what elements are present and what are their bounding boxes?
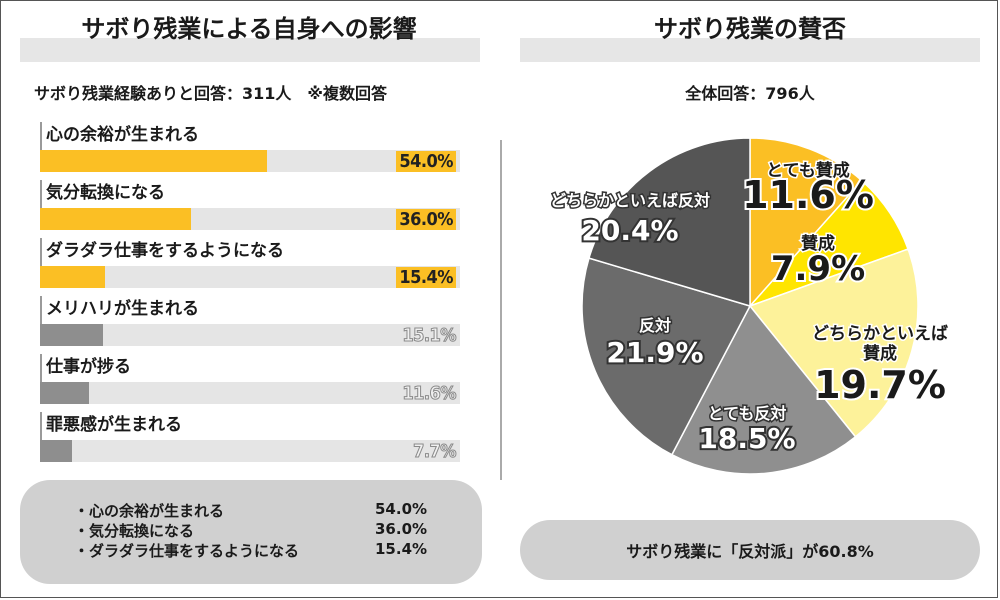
- bar: [40, 266, 105, 288]
- bar: [40, 150, 267, 172]
- bar-row-marker: [40, 180, 42, 230]
- pie-value-label: 18.5%: [698, 422, 795, 455]
- pie-value-label: 11.6%: [742, 173, 874, 217]
- bar-row-marker: [40, 238, 42, 288]
- result-text: サボり残業に「反対派」が60.8%: [626, 542, 874, 561]
- bar: [40, 382, 89, 404]
- bar-value-label: 36.0%: [396, 209, 456, 230]
- bar-row-marker: [40, 354, 42, 404]
- summary-item-value: 54.0%: [375, 500, 428, 518]
- bar-row-marker: [40, 412, 42, 462]
- bar-value-label: 7.7%: [413, 441, 457, 463]
- right-subtitle: 全体回答：796人: [685, 84, 815, 103]
- bar-row-marker: [40, 296, 42, 346]
- right-title-underlay: [520, 38, 980, 62]
- summary-item-value: 36.0%: [375, 520, 428, 538]
- bar-track: 36.0%: [40, 208, 460, 230]
- bar: [40, 324, 104, 346]
- bar-value-label: 15.4%: [396, 267, 456, 288]
- bar-category-label: 罪悪感が生まれる: [46, 415, 182, 435]
- bar-track: 15.1%: [40, 324, 460, 347]
- bar-row: 仕事が捗る 11.6%: [40, 352, 460, 408]
- bar-row: ダラダラ仕事をするようになる 15.4%: [40, 236, 460, 292]
- bar-category-label: 仕事が捗る: [46, 357, 131, 377]
- panel-divider: [500, 140, 502, 480]
- summary-item-label: ・気分転換になる: [74, 522, 195, 540]
- bar-value-label: 11.6%: [402, 383, 457, 405]
- pie-slice: [749, 137, 863, 308]
- bar-track: 15.4%: [40, 266, 460, 288]
- pie-value-label: 19.7%: [814, 363, 946, 407]
- pie-slice-label: 賛成: [801, 233, 835, 254]
- bar-track: 54.0%: [40, 150, 460, 172]
- bar-track: 7.7%: [40, 440, 460, 463]
- pie-slice-label: 反対: [639, 316, 671, 335]
- bar-category-label: 気分転換になる: [46, 183, 165, 203]
- bar-track: 11.6%: [40, 382, 460, 405]
- pie-slice: [588, 137, 751, 308]
- bar: [40, 440, 73, 462]
- pie-slice-label: とても賛成: [766, 160, 850, 181]
- right-title: サボり残業の賛否: [654, 15, 846, 43]
- pie-slice: [670, 304, 857, 475]
- pie-slice-label: どちらかといえば: [812, 324, 948, 344]
- pie-slice-label: どちらかといえば反対: [550, 191, 710, 210]
- pie-value-label: 20.4%: [581, 214, 678, 247]
- bar-category-label: ダラダラ仕事をするようになる: [46, 241, 284, 261]
- summary-item-label: ・ダラダラ仕事をするようになる: [74, 542, 300, 560]
- bar-value-label: 54.0%: [396, 151, 456, 172]
- pie-slice: [748, 248, 919, 438]
- bar-row: メリハリが生まれる 15.1%: [40, 294, 460, 350]
- bar-row-marker: [40, 122, 42, 172]
- pie-value-label: 7.9%: [771, 249, 865, 289]
- bar: [40, 208, 192, 230]
- result-box: サボり残業に「反対派」が60.8%: [520, 520, 980, 580]
- bar-row: 罪悪感が生まれる 7.7%: [40, 410, 460, 466]
- pie-slice-label: とても反対: [708, 404, 787, 423]
- pie-slice: [581, 257, 752, 456]
- left-title: サボり残業による自身への影響: [81, 15, 417, 43]
- bar-row: 気分転換になる 36.0%: [40, 178, 460, 234]
- pie-value-label: 21.9%: [606, 336, 703, 369]
- summary-item-value: 15.4%: [375, 540, 428, 558]
- bar-category-label: メリハリが生まれる: [46, 299, 199, 319]
- left-title-underlay: [20, 38, 480, 62]
- summary-item-label: ・心の余裕が生まれる: [74, 502, 225, 520]
- bar-category-label: 心の余裕が生まれる: [46, 125, 199, 145]
- bar-value-label: 15.1%: [402, 325, 457, 347]
- summary-box: ・心の余裕が生まれる 54.0% ・気分転換になる 36.0% ・ダラダラ仕事を…: [20, 480, 482, 584]
- pie-slice-label: 賛成: [863, 343, 897, 364]
- left-subtitle: サボり残業経験ありと回答：311人 ※複数回答: [34, 84, 387, 103]
- bar-row: 心の余裕が生まれる 54.0%: [40, 120, 460, 176]
